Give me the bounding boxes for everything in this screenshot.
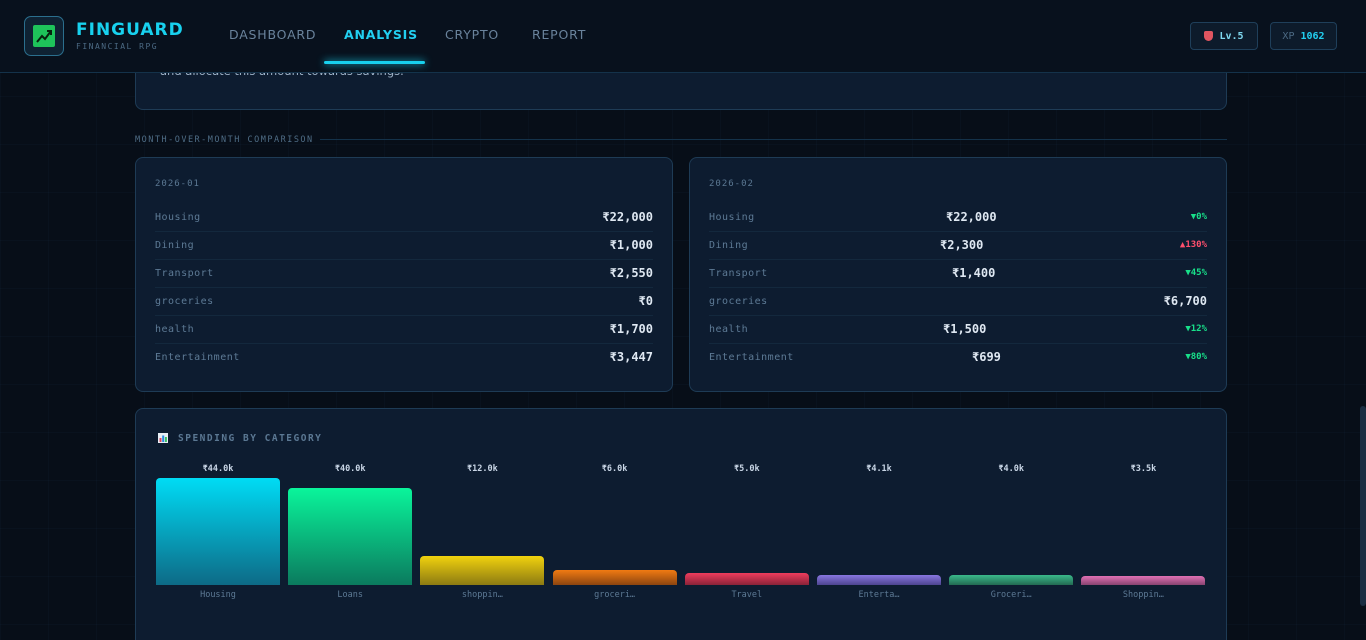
top-bar: FINGUARD FINANCIAL RPG DASHBOARD ANALYSI… bbox=[0, 0, 1366, 73]
row-category: health bbox=[155, 324, 195, 335]
bar-value-label: ₹3.5k bbox=[1130, 464, 1157, 474]
comparison-row: Dining ₹2,300 ▲130% bbox=[709, 232, 1207, 260]
comparison-row: Entertainment ₹3,447 bbox=[155, 344, 653, 372]
bar-value-label: ₹12.0k bbox=[467, 464, 498, 474]
month-title: 2026-01 bbox=[155, 179, 200, 189]
logo[interactable] bbox=[24, 16, 64, 56]
row-amount: ₹2,300 bbox=[940, 238, 984, 252]
xp-badge[interactable]: XP 1062 bbox=[1270, 22, 1337, 50]
row-category: groceries bbox=[709, 296, 768, 307]
row-amount: ₹1,000 bbox=[609, 238, 653, 252]
comparison-row: Entertainment ₹699 ▼80% bbox=[709, 344, 1207, 372]
month-card-2026-01: 2026-01 Housing ₹22,000 Dining ₹1,000 Tr… bbox=[135, 157, 673, 392]
bar-category-label: groceri… bbox=[594, 590, 636, 600]
tab-report[interactable]: REPORT bbox=[532, 27, 587, 42]
row-amount: ₹22,000 bbox=[946, 210, 997, 224]
brand-subtitle: FINANCIAL RPG bbox=[76, 42, 159, 51]
tab-dashboard[interactable]: DASHBOARD bbox=[229, 27, 317, 42]
comparison-row: Housing ₹22,000 ▼0% bbox=[709, 204, 1207, 232]
level-badge[interactable]: Lv.5 bbox=[1190, 22, 1258, 50]
chart-title: SPENDING BY CATEGORY bbox=[178, 433, 323, 444]
bar-category-label: Groceri… bbox=[990, 590, 1032, 600]
bar-value-label: ₹44.0k bbox=[202, 464, 234, 474]
row-category: Housing bbox=[709, 212, 755, 223]
bar-value-label: ₹6.0k bbox=[601, 464, 628, 474]
bar-category-label: Housing bbox=[200, 590, 236, 600]
row-amount: ₹0 bbox=[638, 294, 653, 308]
row-category: health bbox=[709, 324, 749, 335]
bar[interactable] bbox=[288, 488, 413, 585]
brand-title: FINGUARD bbox=[76, 20, 184, 40]
bar-value-label: ₹4.0k bbox=[998, 464, 1024, 474]
comparison-row: Housing ₹22,000 bbox=[155, 204, 653, 232]
bar[interactable] bbox=[817, 575, 941, 585]
bar-column[interactable]: ₹4.0k Groceri… bbox=[949, 464, 1074, 604]
bar[interactable] bbox=[552, 570, 677, 585]
row-category: Housing bbox=[155, 212, 201, 223]
bar-column[interactable]: ₹44.0k Housing bbox=[156, 464, 280, 604]
bar-category-label: Shoppin… bbox=[1122, 590, 1164, 600]
shield-icon bbox=[1204, 31, 1214, 41]
bar-column[interactable]: ₹40.0k Loans bbox=[288, 464, 413, 604]
bar[interactable] bbox=[156, 478, 280, 585]
section-heading: MONTH-OVER-MONTH COMPARISON bbox=[135, 135, 314, 145]
comparison-row: groceries ₹6,700 bbox=[709, 288, 1207, 316]
row-category: Transport bbox=[155, 268, 214, 279]
comparison-row: Dining ₹1,000 bbox=[155, 232, 653, 260]
xp-label: XP bbox=[1282, 30, 1295, 42]
bar-category-label: Enterta… bbox=[858, 590, 900, 600]
row-category: groceries bbox=[155, 296, 214, 307]
row-delta: ▼12% bbox=[1185, 324, 1207, 334]
bar[interactable] bbox=[684, 573, 809, 585]
active-tab-indicator bbox=[324, 61, 425, 64]
row-category: Transport bbox=[709, 268, 768, 279]
row-amount: ₹1,400 bbox=[952, 266, 996, 280]
bar-column[interactable]: ₹3.5k Shoppin… bbox=[1081, 464, 1206, 604]
row-amount: ₹2,550 bbox=[609, 266, 653, 280]
row-amount: ₹1,700 bbox=[609, 322, 653, 336]
bar-value-label: ₹5.0k bbox=[734, 464, 760, 474]
bar-column[interactable]: ₹4.1k Enterta… bbox=[817, 464, 941, 604]
row-category: Dining bbox=[155, 240, 195, 251]
row-category: Entertainment bbox=[155, 352, 240, 363]
bar-chart-icon bbox=[158, 433, 168, 443]
tab-crypto[interactable]: CRYPTO bbox=[445, 27, 500, 42]
level-value: Lv.5 bbox=[1219, 30, 1244, 42]
row-delta: ▼45% bbox=[1185, 268, 1207, 278]
month-card-2026-02: 2026-02 Housing ₹22,000 ▼0% Dining ₹2,30… bbox=[689, 157, 1227, 392]
row-amount: ₹3,447 bbox=[609, 350, 653, 364]
tab-analysis[interactable]: ANALYSIS bbox=[344, 27, 418, 42]
row-delta: ▲130% bbox=[1179, 240, 1207, 250]
comparison-row: Transport ₹2,550 bbox=[155, 260, 653, 288]
row-category: Dining bbox=[709, 240, 749, 251]
comparison-row: health ₹1,500 ▼12% bbox=[709, 316, 1207, 344]
bar-column[interactable]: ₹6.0k groceri… bbox=[552, 464, 677, 604]
row-amount: ₹1,500 bbox=[943, 322, 987, 336]
chart-growth-icon bbox=[33, 25, 55, 47]
row-category: Entertainment bbox=[709, 352, 794, 363]
scrollbar[interactable] bbox=[1360, 406, 1366, 606]
row-amount: ₹22,000 bbox=[602, 210, 653, 224]
bar-value-label: ₹40.0k bbox=[334, 464, 366, 474]
bar-category-label: shoppin… bbox=[461, 590, 503, 600]
bar[interactable] bbox=[1081, 576, 1206, 585]
xp-value: 1062 bbox=[1300, 30, 1325, 42]
bar-column[interactable]: ₹5.0k Travel bbox=[684, 464, 809, 604]
comparison-row: Transport ₹1,400 ▼45% bbox=[709, 260, 1207, 288]
spending-chart-card: SPENDING BY CATEGORY ₹44.0k Housing ₹40.0k… bbox=[135, 408, 1227, 640]
bar[interactable] bbox=[949, 575, 1074, 585]
comparison-row: groceries ₹0 bbox=[155, 288, 653, 316]
section-divider bbox=[320, 139, 1227, 140]
bar-column[interactable]: ₹12.0k shoppin… bbox=[420, 464, 545, 604]
bar-category-label: Loans bbox=[337, 590, 363, 600]
row-delta: ▼80% bbox=[1185, 352, 1207, 362]
comparison-row: health ₹1,700 bbox=[155, 316, 653, 344]
month-title: 2026-02 bbox=[709, 179, 754, 189]
row-amount: ₹6,700 bbox=[1163, 294, 1207, 308]
bar-category-label: Travel bbox=[731, 590, 763, 600]
bar-value-label: ₹4.1k bbox=[866, 464, 892, 474]
row-delta: ▼0% bbox=[1190, 212, 1207, 222]
row-amount: ₹699 bbox=[972, 350, 1001, 364]
bar[interactable] bbox=[420, 556, 545, 585]
